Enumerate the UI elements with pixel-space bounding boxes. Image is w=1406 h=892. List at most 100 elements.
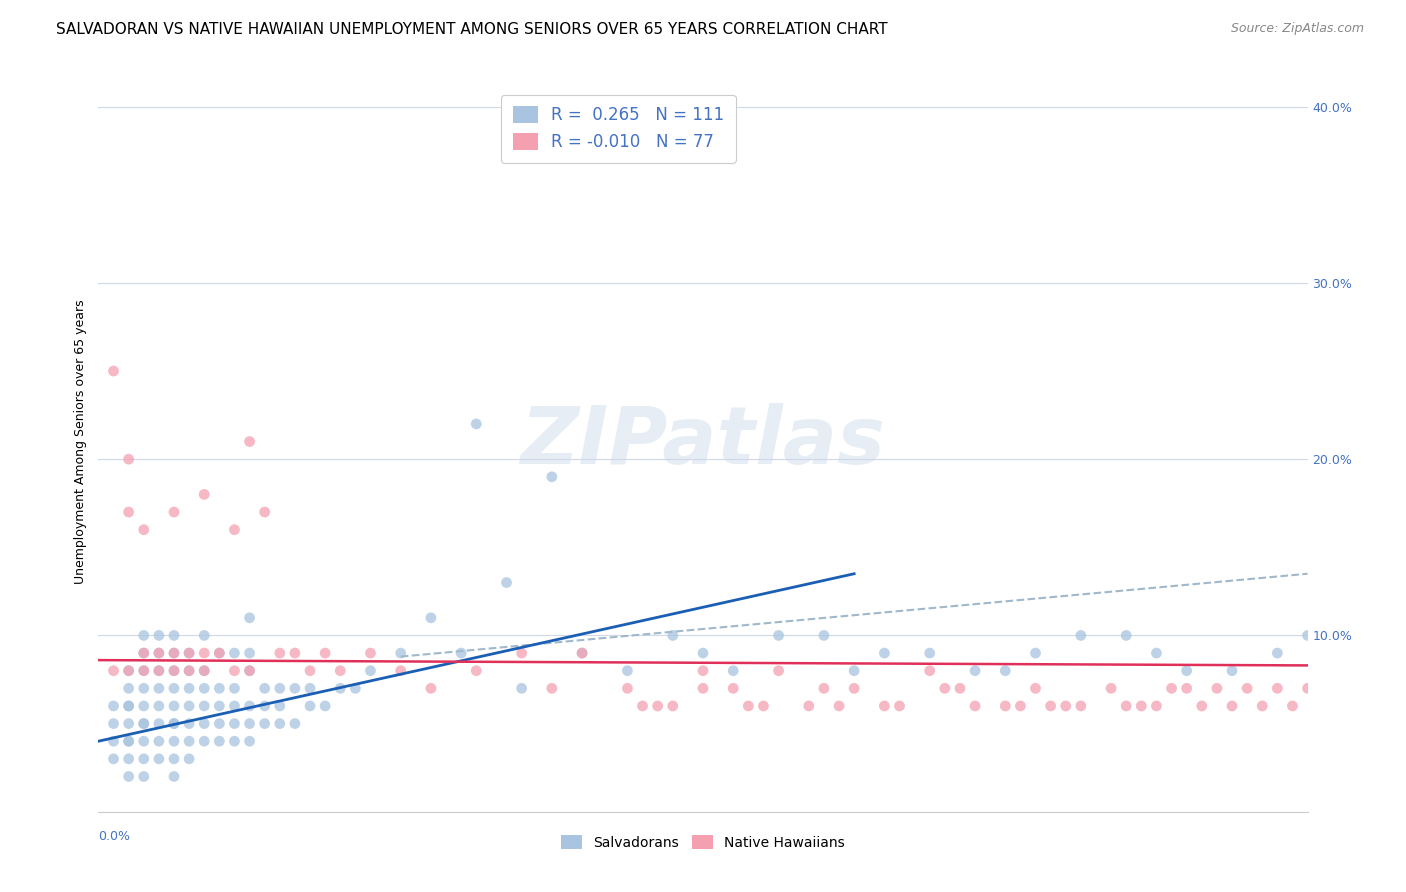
Point [193,487,215,501]
Point [239,698,262,713]
Point [132,752,155,766]
Point [148,664,170,678]
Point [193,628,215,642]
Point [360,646,382,660]
Point [571,646,593,660]
Point [965,664,987,678]
Point [450,646,472,660]
Point [193,681,215,696]
Point [118,769,141,783]
Point [284,646,307,660]
Point [768,664,790,678]
Point [299,664,322,678]
Point [239,646,262,660]
Point [253,681,276,696]
Point [360,664,382,678]
Point [631,698,654,713]
Point [132,523,155,537]
Point [1251,698,1274,713]
Point [1191,698,1213,713]
Point [118,698,141,713]
Point [1281,698,1303,713]
Point [1024,681,1046,696]
Point [163,769,186,783]
Point [193,716,215,731]
Point [103,716,125,731]
Point [148,664,170,678]
Point [844,664,866,678]
Point [1070,628,1092,642]
Point [179,646,201,660]
Point [420,681,443,696]
Point [797,698,820,713]
Point [148,698,170,713]
Point [692,681,714,696]
Point [208,681,231,696]
Point [844,681,866,696]
Point [873,646,896,660]
Point [118,716,141,731]
Point [148,752,170,766]
Point [1160,681,1182,696]
Point [118,734,141,748]
Point [103,752,125,766]
Point [269,716,291,731]
Text: ZIPatlas: ZIPatlas [520,402,886,481]
Point [949,681,972,696]
Point [284,716,307,731]
Point [692,646,714,660]
Point [193,734,215,748]
Point [193,646,215,660]
Point [193,664,215,678]
Point [752,698,775,713]
Point [224,664,246,678]
Point [1220,664,1243,678]
Point [179,716,201,731]
Point [737,698,759,713]
Point [420,611,443,625]
Point [813,628,835,642]
Point [224,716,246,731]
Text: SALVADORAN VS NATIVE HAWAIIAN UNEMPLOYMENT AMONG SENIORS OVER 65 YEARS CORRELATI: SALVADORAN VS NATIVE HAWAIIAN UNEMPLOYME… [56,22,887,37]
Point [118,664,141,678]
Point [132,664,155,678]
Point [132,664,155,678]
Point [1115,628,1137,642]
Point [692,664,714,678]
Point [224,523,246,537]
Point [465,664,488,678]
Point [132,698,155,713]
Point [329,681,352,696]
Point [103,698,125,713]
Point [723,664,745,678]
Point [179,664,201,678]
Point [1144,646,1167,660]
Point [299,698,322,713]
Point [118,734,141,748]
Point [179,752,201,766]
Point [163,698,186,713]
Point [253,698,276,713]
Point [208,646,231,660]
Point [994,664,1017,678]
Point [253,716,276,731]
Y-axis label: Unemployment Among Seniors over 65 years: Unemployment Among Seniors over 65 years [75,299,87,584]
Point [148,681,170,696]
Point [103,734,125,748]
Point [253,505,276,519]
Point [813,681,835,696]
Point [193,698,215,713]
Point [344,681,367,696]
Point [918,646,941,660]
Point [540,681,562,696]
Point [1220,698,1243,713]
Point [163,716,186,731]
Point [510,681,533,696]
Point [118,752,141,766]
Point [828,698,851,713]
Point [179,698,201,713]
Point [193,664,215,678]
Point [269,681,291,696]
Point [103,664,125,678]
Point [269,698,291,713]
